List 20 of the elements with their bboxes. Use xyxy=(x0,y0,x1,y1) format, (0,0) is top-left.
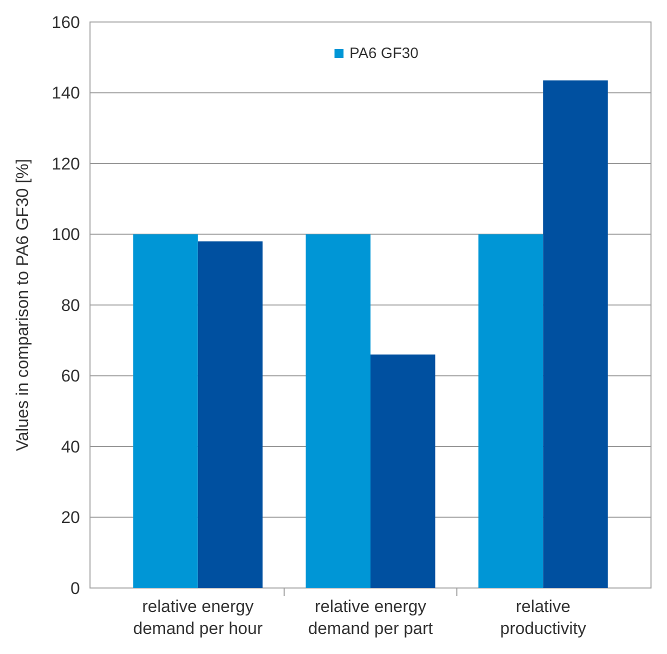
bar xyxy=(306,234,370,588)
x-tick-label: relative energy demand per part xyxy=(308,597,434,638)
y-tick-label: 40 xyxy=(61,437,80,456)
y-tick-label: 140 xyxy=(52,84,80,103)
y-axis-title: Values in comparison to PA6 GF30 [%] xyxy=(13,158,32,452)
y-tick-label: 160 xyxy=(52,12,80,32)
y-tick-label: 20 xyxy=(61,508,80,528)
y-tick-label: 120 xyxy=(52,154,80,174)
y-tick-label: 0 xyxy=(70,578,80,598)
legend-label: PA6 GF30 xyxy=(350,45,418,62)
x-tick-label: relative productivity xyxy=(500,597,587,638)
bar xyxy=(370,354,436,588)
bar xyxy=(133,234,198,588)
y-tick-label: 100 xyxy=(52,225,80,244)
y-tick-label: 60 xyxy=(61,366,80,386)
x-tick-label: relative energy demand per hour xyxy=(133,597,263,638)
bar xyxy=(478,234,544,588)
bar xyxy=(543,80,608,588)
y-tick-label: 80 xyxy=(61,296,80,315)
bar xyxy=(198,241,263,588)
